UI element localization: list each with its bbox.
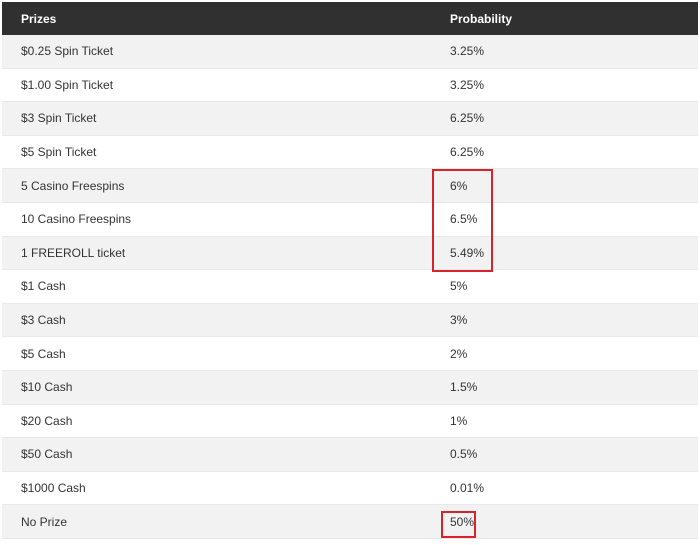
prize-cell: $1.00 Spin Ticket xyxy=(21,77,114,92)
prize-probability-table: Prizes Probability $0.25 Spin Ticket 3.2… xyxy=(2,2,698,539)
table-row: $5 Spin Ticket 6.25% xyxy=(2,135,698,170)
table-row: $1 Cash 5% xyxy=(2,270,698,304)
probability-cell: 0.01% xyxy=(450,481,485,496)
prize-cell: $1 Cash xyxy=(21,279,66,294)
table-row: $3 Cash 3% xyxy=(2,303,698,338)
prize-cell: $10 Cash xyxy=(21,380,73,395)
probability-cell: 1.5% xyxy=(450,380,478,395)
table-row: $50 Cash 0.5% xyxy=(2,438,698,472)
prize-cell: $0.25 Spin Ticket xyxy=(21,44,114,59)
prize-cell: $1000 Cash xyxy=(21,481,86,496)
table-row: 5 Casino Freespins 6% xyxy=(2,169,698,203)
probability-cell: 6.25% xyxy=(450,111,485,126)
header-probability: Probability xyxy=(450,11,513,26)
prize-cell: 1 FREEROLL ticket xyxy=(21,245,126,260)
probability-cell: 3.25% xyxy=(450,44,485,59)
prize-cell: 5 Casino Freespins xyxy=(21,178,125,193)
probability-cell: 2% xyxy=(450,346,468,361)
table-row: $3 Spin Ticket 6.25% xyxy=(2,102,698,136)
table-row: $20 Cash 1% xyxy=(2,404,698,439)
probability-cell: 5% xyxy=(450,279,468,294)
prize-cell: No Prize xyxy=(21,514,68,529)
table-row: $10 Cash 1.5% xyxy=(2,370,698,405)
probability-cell: 3.25% xyxy=(450,77,485,92)
probability-cell: 1% xyxy=(450,413,468,428)
probability-cell: 6.25% xyxy=(450,145,485,160)
table-row: $0.25 Spin Ticket 3.25% xyxy=(2,35,698,69)
table-row: $1000 Cash 0.01% xyxy=(2,471,698,506)
table-row: $1.00 Spin Ticket 3.25% xyxy=(2,68,698,103)
probability-cell: 6.5% xyxy=(450,212,478,227)
probability-cell: 50% xyxy=(450,514,475,529)
table-header: Prizes Probability xyxy=(2,2,698,35)
probability-cell: 5.49% xyxy=(450,245,485,260)
table-row: 1 FREEROLL ticket 5.49% xyxy=(2,236,698,271)
prize-cell: $5 Spin Ticket xyxy=(21,145,97,160)
prize-cell: $5 Cash xyxy=(21,346,66,361)
probability-cell: 3% xyxy=(450,313,468,328)
probability-cell: 6% xyxy=(450,178,468,193)
table-row: $5 Cash 2% xyxy=(2,337,698,371)
table-row: No Prize 50% xyxy=(2,505,698,539)
prize-cell: $20 Cash xyxy=(21,413,73,428)
prize-cell: $3 Spin Ticket xyxy=(21,111,97,126)
probability-cell: 0.5% xyxy=(450,447,478,462)
prize-cell: $3 Cash xyxy=(21,313,66,328)
prize-cell: $50 Cash xyxy=(21,447,73,462)
prize-cell: 10 Casino Freespins xyxy=(21,212,132,227)
table-row: 10 Casino Freespins 6.5% xyxy=(2,202,698,237)
header-prizes: Prizes xyxy=(21,11,57,26)
